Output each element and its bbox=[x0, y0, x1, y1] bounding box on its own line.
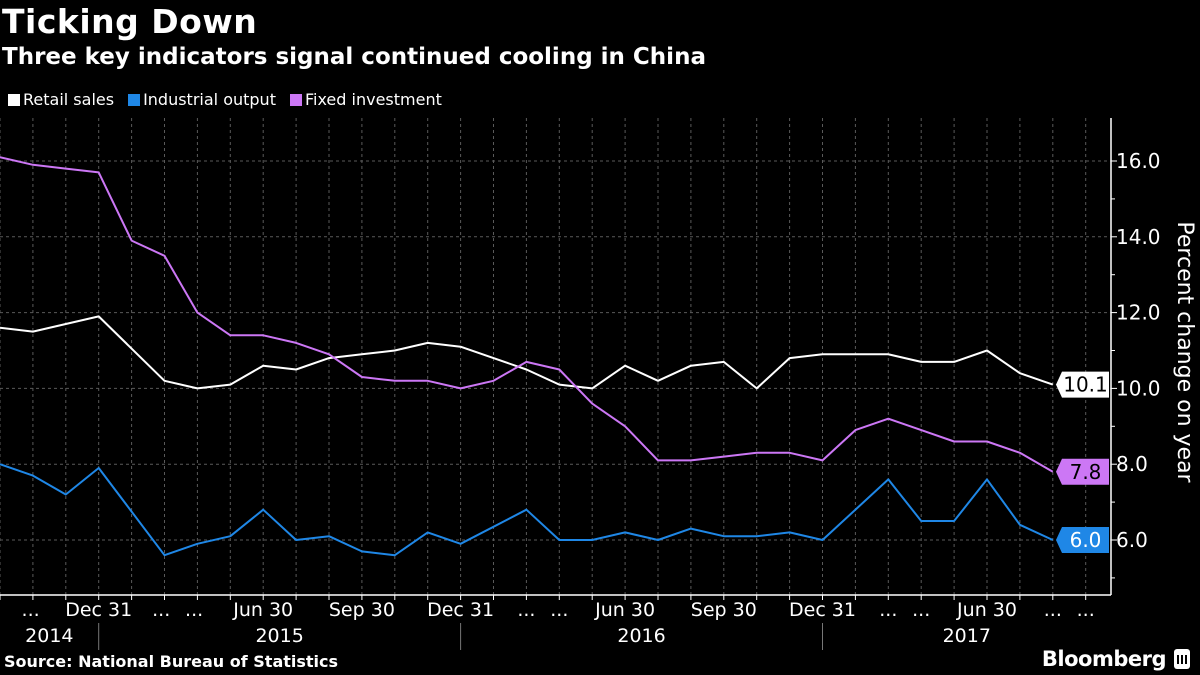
x-tick-label: ... bbox=[185, 599, 203, 621]
logo-text: Bloomberg bbox=[1041, 647, 1167, 671]
last-value-badge: 6.0 bbox=[1056, 527, 1109, 553]
series-line-industrial-output bbox=[0, 463, 1054, 557]
x-tick-label: ... bbox=[912, 599, 930, 621]
legend-label: Retail sales bbox=[23, 90, 115, 109]
x-tick-label: Sep 30 bbox=[691, 599, 757, 621]
y-axis-label: Percent change on year bbox=[1172, 221, 1197, 483]
grid bbox=[0, 118, 1111, 595]
x-tick-label: ... bbox=[550, 599, 568, 621]
x-tick-label: Jun 30 bbox=[594, 599, 655, 621]
x-tick-label: ... bbox=[1044, 599, 1062, 621]
badge-value: 7.8 bbox=[1070, 460, 1102, 484]
source-note: Source: National Bureau of Statistics bbox=[4, 652, 339, 671]
legend-swatch-retail bbox=[8, 93, 20, 106]
legend-label: Industrial output bbox=[143, 90, 276, 109]
chart-subtitle: Three key indicators signal continued co… bbox=[2, 44, 706, 70]
x-tick-label: Dec 31 bbox=[65, 599, 132, 621]
x-tick-label: Sep 30 bbox=[329, 599, 395, 621]
badge-shape bbox=[1056, 527, 1109, 553]
badge-shape bbox=[1056, 458, 1109, 485]
y-tick-label: 6.0 bbox=[1116, 528, 1148, 552]
legend-item-industrial-output: Industrial output bbox=[128, 90, 276, 109]
bloomberg-logo: Bloomberg bbox=[1042, 647, 1190, 671]
year-label: 2016 bbox=[617, 625, 665, 647]
legend-swatch-industrial bbox=[128, 93, 141, 106]
y-tick-label: 10.0 bbox=[1116, 376, 1161, 400]
badge-value: 6.0 bbox=[1070, 528, 1102, 552]
x-tick-label: ... bbox=[152, 599, 170, 621]
last-value-badge: 7.8 bbox=[1056, 458, 1109, 485]
x-tick-label: ... bbox=[1077, 599, 1095, 621]
chart-title: Ticking Down bbox=[2, 2, 258, 41]
x-tick-label: ... bbox=[879, 599, 897, 621]
bloomberg-chart-icon bbox=[1174, 649, 1190, 669]
year-label: 2015 bbox=[255, 625, 303, 647]
badge-value: 10.1 bbox=[1063, 373, 1108, 397]
x-tick-label: ... bbox=[22, 599, 40, 621]
legend-label: Fixed investment bbox=[304, 90, 442, 109]
x-tick-label: ... bbox=[517, 599, 535, 621]
year-label: 2017 bbox=[943, 625, 991, 647]
last-value-badge: 10.1 bbox=[1056, 371, 1109, 398]
series-lines bbox=[0, 156, 1054, 557]
legend-item-retail-sales: Retail sales bbox=[8, 90, 114, 109]
axes: 16.0 14.0 12.0 10.0 8.0 6.0... Dec 31...... Jun… bbox=[0, 118, 1161, 650]
x-tick-label: Jun 30 bbox=[232, 599, 293, 621]
x-tick-label: Dec 31 bbox=[427, 599, 494, 621]
last-value-badges: 10.1 6.0 7.8 bbox=[1056, 371, 1109, 553]
x-tick-label: Dec 31 bbox=[789, 599, 856, 621]
y-tick-label: 16.0 bbox=[1116, 149, 1161, 173]
legend: Retail sales Industrial output Fixed inv… bbox=[8, 90, 442, 109]
series-line-fixed-investment bbox=[0, 156, 1054, 473]
x-tick-label: Jun 30 bbox=[956, 599, 1017, 621]
year-label: 2014 bbox=[25, 625, 73, 647]
y-tick-label: 8.0 bbox=[1116, 452, 1148, 476]
y-tick-label: 14.0 bbox=[1116, 225, 1161, 249]
y-tick-label: 12.0 bbox=[1116, 301, 1161, 325]
legend-swatch-fixed bbox=[289, 93, 302, 106]
legend-item-fixed-investment: Fixed investment bbox=[289, 90, 442, 109]
series-line-retail-sales bbox=[0, 315, 1054, 390]
badge-shape bbox=[1056, 371, 1109, 398]
